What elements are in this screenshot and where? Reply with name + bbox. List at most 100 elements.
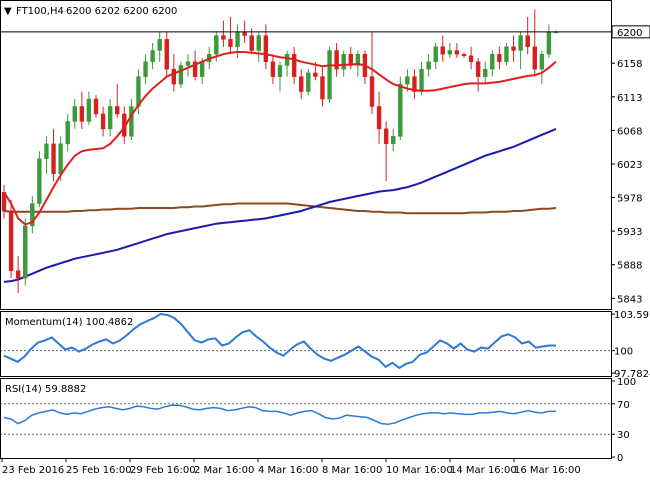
candle-body [525, 35, 530, 48]
time-tick-label: 2 Mar 16:00 [194, 465, 254, 476]
price-tick-label: 5978 [617, 194, 642, 205]
candle-body [15, 270, 21, 279]
candle-body [369, 76, 375, 107]
sma-slow-path [3, 202, 557, 215]
rsi-panel-frame [0, 378, 612, 459]
candle-body [355, 53, 361, 66]
time-tick-label: 4 Mar 16:00 [258, 465, 318, 476]
candle-body [405, 76, 410, 85]
sma-slow-line [3, 202, 557, 215]
rsi-y-axis: 100 70 30 0 [611, 377, 636, 464]
price-tick-label: 5888 [617, 261, 642, 272]
price-tick-label: 5933 [617, 227, 642, 238]
candle-body [93, 98, 99, 115]
candle-body [327, 50, 332, 100]
candle-body [214, 35, 219, 55]
candle-body [475, 61, 481, 77]
rsi-path [3, 404, 556, 426]
candle-body [412, 76, 417, 92]
candle-body [242, 31, 247, 36]
candle-body [270, 61, 276, 77]
momentum-panel[interactable]: Momentum(14) 100.4862 103.5977 100 97.7824 [0, 310, 650, 380]
price-tick-label: 5843 [617, 294, 642, 305]
dropdown-triangle-icon[interactable]: ▼ [4, 6, 12, 17]
candle-body [291, 53, 297, 77]
candle-body [157, 39, 162, 51]
candle-body [313, 72, 318, 77]
candle-body [256, 35, 261, 51]
candle-body [518, 35, 523, 51]
momentum-path [3, 312, 556, 370]
candle-body [539, 53, 545, 70]
candle-body [504, 46, 509, 62]
candle-body [150, 50, 155, 62]
price-tick-label: 6068 [617, 126, 642, 137]
candle-body [164, 39, 169, 70]
price-y-axis: 6158 6113 6068 6023 5978 5933 5888 5843 [611, 59, 642, 305]
candle-body [129, 106, 134, 137]
candle-body [277, 65, 283, 77]
candle-body [383, 128, 389, 145]
candle-body [30, 203, 35, 227]
rsi-title: RSI(14) 59.8882 [5, 384, 86, 395]
candle-body [51, 143, 56, 174]
price-panel-frame [0, 0, 612, 310]
candle-body [468, 55, 474, 62]
candle-body [100, 113, 106, 130]
price-tick-label: 6113 [617, 93, 642, 104]
rsi-level-lines [0, 403, 611, 435]
time-tick-label: 8 Mar 16:00 [322, 465, 382, 476]
momentum-y-axis: 103.5977 100 97.7824 [611, 310, 650, 380]
time-tick-label: 14 Mar 16:00 [450, 465, 517, 476]
candle-body [79, 106, 85, 122]
candle-body [299, 76, 304, 92]
candle-body [171, 68, 177, 85]
sma-fast-path [3, 51, 557, 226]
price-tick-label: 6023 [617, 160, 642, 171]
candle-body [37, 158, 42, 204]
rsi-panel[interactable]: RSI(14) 59.8882 100 70 30 0 [0, 377, 636, 464]
sma-mid-path [3, 127, 557, 283]
candle-body [376, 106, 382, 130]
candle-body [8, 210, 14, 271]
candle-body [497, 53, 502, 62]
candle-body [419, 68, 424, 92]
candle-body [306, 72, 311, 92]
time-tick-label: 16 Mar 16:00 [514, 465, 581, 476]
price-tick-label: 6158 [617, 59, 642, 70]
candle-body [334, 50, 339, 70]
candle-body [461, 53, 467, 56]
time-tick-label: 25 Feb 16:00 [66, 465, 132, 476]
candle-body [391, 136, 396, 145]
momentum-line [3, 312, 556, 370]
candle-body [107, 106, 113, 130]
candle-body [192, 61, 198, 77]
candle-body [185, 61, 191, 66]
candle-body [228, 39, 233, 48]
momentum-tick-label: 103.5977 [614, 310, 650, 321]
price-header: ▼ FT100,H4 6200 6202 6200 6200 [4, 6, 177, 17]
candle-body [221, 35, 226, 40]
candle-body [235, 31, 240, 48]
candle-body [511, 46, 516, 51]
candle-body [143, 61, 148, 77]
candle-body [249, 35, 254, 51]
candle-body [341, 53, 346, 70]
ohlc-label: 6200 6202 6200 6200 [66, 6, 177, 17]
candle-body [320, 76, 325, 100]
rsi-line [3, 404, 556, 426]
rsi-tick-label: 0 [617, 453, 623, 464]
time-tick-label: 29 Feb 16:00 [130, 465, 196, 476]
time-tick-label: 10 Mar 16:00 [386, 465, 453, 476]
candle-body [447, 50, 453, 55]
candle-body [426, 61, 431, 70]
price-panel[interactable]: ▼ FT100,H4 6200 6202 6200 6200 615861136… [0, 0, 650, 310]
sma-fast-line [3, 51, 557, 226]
candle-body [440, 46, 445, 55]
candle-body [58, 143, 63, 174]
candle-body [65, 121, 70, 145]
symbol-label: FT100,H4 [16, 6, 64, 17]
candle-body [86, 98, 92, 122]
